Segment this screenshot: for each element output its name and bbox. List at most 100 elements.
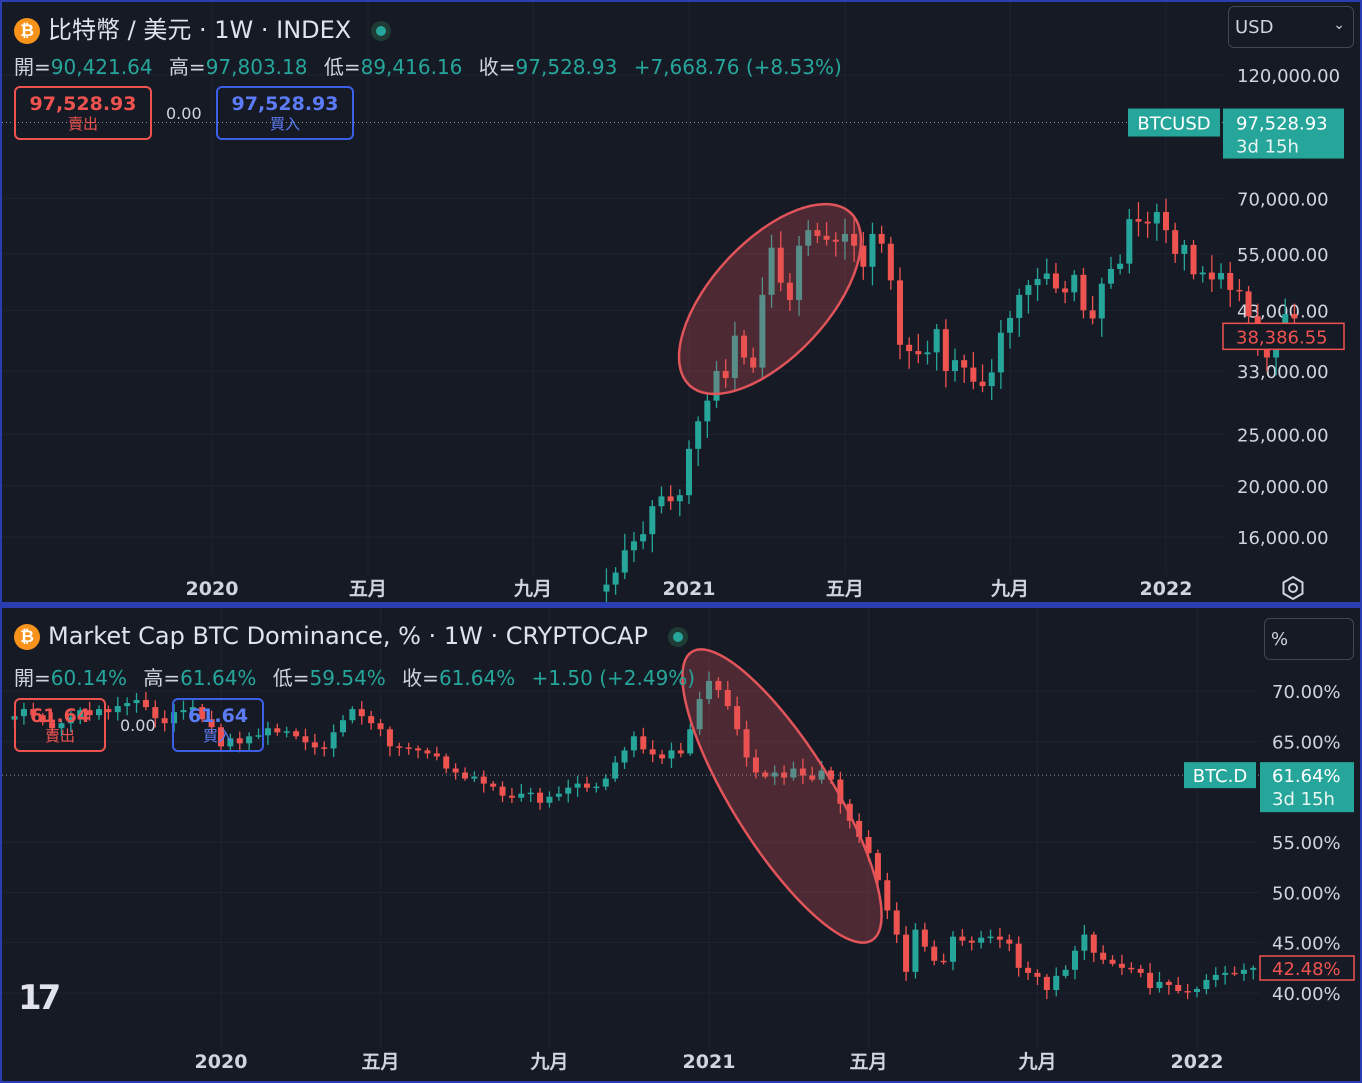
candle-body xyxy=(1153,212,1160,224)
btcusd-chart-canvas[interactable]: 120,000.0070,000.0055,000.0043,000.0033,… xyxy=(2,2,1362,604)
x-tick-label: 2022 xyxy=(1140,578,1193,600)
candle-body xyxy=(490,783,497,787)
high-value: 61.64% xyxy=(180,666,257,690)
candle-body xyxy=(1025,285,1032,295)
candle-body xyxy=(1034,972,1041,977)
candle-body xyxy=(676,495,683,502)
candle-body xyxy=(630,541,637,551)
candle-body xyxy=(1107,268,1114,284)
candle-body xyxy=(1100,952,1107,960)
market-status-icon[interactable] xyxy=(667,627,688,647)
candle-body xyxy=(602,778,609,787)
candle-body xyxy=(621,550,628,573)
candle-body xyxy=(658,496,665,507)
sell-button[interactable]: 97,528.93 賣出 xyxy=(14,86,152,140)
low-value: 59.54% xyxy=(309,666,386,690)
pane-divider[interactable] xyxy=(0,603,1362,608)
last-price-label: 97,528.93 xyxy=(1236,114,1328,135)
buy-price: 61.64 xyxy=(187,705,249,727)
candle-body xyxy=(1015,943,1022,968)
currency-select-value: USD xyxy=(1235,17,1274,38)
y-tick-label: 70.00% xyxy=(1272,682,1341,703)
candle-body xyxy=(96,709,102,716)
candle-body xyxy=(1062,969,1069,976)
candle-body xyxy=(321,747,328,749)
candle-body xyxy=(915,351,922,355)
candle-body xyxy=(924,352,931,355)
btc-dominance-chart-pane[interactable]: 70.00% 65.00% 55.00% 50.00% 45.00% 40.00% 2020… xyxy=(0,608,1362,1083)
candle-body xyxy=(781,772,788,778)
market-status-icon[interactable] xyxy=(371,21,392,41)
candle-body xyxy=(462,772,468,779)
candle-body xyxy=(968,940,975,943)
candle-body xyxy=(180,710,187,713)
candle-body xyxy=(759,294,766,368)
candle-body xyxy=(771,772,778,777)
close-label: 收= xyxy=(402,666,439,690)
x-tick-label: 九月 xyxy=(990,578,1029,600)
candle-body xyxy=(903,934,910,972)
candle-body xyxy=(612,572,619,585)
symbol-tag-bg xyxy=(1184,762,1256,789)
tradingview-logo[interactable]: 17 xyxy=(18,978,61,1018)
candle-body xyxy=(555,793,562,797)
candle-body xyxy=(752,757,759,773)
candle-body xyxy=(67,717,74,724)
buy-button[interactable]: 97,528.93 買入 xyxy=(216,86,354,140)
candle-body xyxy=(396,746,403,748)
settings-icon[interactable] xyxy=(1280,575,1306,601)
sell-button[interactable]: 61.64 賣出 xyxy=(14,698,106,752)
last-price-label-bg xyxy=(1260,762,1354,813)
candle-body xyxy=(940,960,947,963)
candle-body xyxy=(236,738,243,744)
candle-body xyxy=(649,506,656,535)
candle-body xyxy=(677,750,684,754)
candle-body xyxy=(686,448,692,496)
y-tick-label: 50.00% xyxy=(1272,883,1341,904)
candle-body xyxy=(499,786,506,796)
candle-body xyxy=(961,360,968,368)
candle-body xyxy=(1081,934,1088,951)
candle-body xyxy=(1137,968,1144,973)
candle-body xyxy=(612,762,619,779)
x-tick-label: 五月 xyxy=(850,1051,888,1073)
low-label: 低= xyxy=(272,666,310,690)
candle-body xyxy=(1007,317,1014,333)
buy-button[interactable]: 61.64 買入 xyxy=(172,698,264,752)
y-tick-label: 55,000.00 xyxy=(1237,245,1329,266)
y-tick-label: 25,000.00 xyxy=(1237,426,1329,447)
candle-body xyxy=(921,929,928,947)
candle-body xyxy=(741,335,748,358)
candle-body xyxy=(1250,967,1257,970)
candle-body xyxy=(77,710,84,718)
countdown-label: 3d 15h xyxy=(1272,789,1335,810)
ohlc-readout: 開=60.14% 高=61.64% 低=59.54% 收=61.64% +1.5… xyxy=(14,662,705,691)
candle-body xyxy=(86,710,93,716)
candle-body xyxy=(424,750,431,754)
candle-body xyxy=(1218,273,1225,280)
candle-body xyxy=(856,820,863,837)
chevron-down-icon: ⌄ xyxy=(1333,17,1345,33)
candle-body xyxy=(218,727,224,747)
unit-select-value: % xyxy=(1271,629,1289,650)
symbol-tag: BTCUSD xyxy=(1137,114,1210,135)
high-label: 高= xyxy=(168,55,206,79)
candle-body xyxy=(546,796,553,803)
buy-label: 買入 xyxy=(202,727,233,745)
candle-body xyxy=(851,233,858,246)
sell-label: 賣出 xyxy=(67,115,98,133)
close-label: 收= xyxy=(478,55,516,79)
candle-body xyxy=(142,700,149,708)
candle-body xyxy=(1184,990,1191,993)
btcusd-chart-pane[interactable]: 120,000.00 70,000.00 55,000.00 43,000.00 33,… xyxy=(0,0,1362,604)
candle-body xyxy=(668,750,675,759)
bitcoin-icon: ₿ xyxy=(14,624,40,650)
candle-body xyxy=(696,699,703,730)
open-value: 60.14% xyxy=(50,666,128,690)
candle-body xyxy=(283,731,290,733)
btc-dominance-chart-canvas[interactable]: 70.00% 65.00% 55.00% 50.00% 45.00% 40.00% 2020… xyxy=(2,608,1362,1083)
candle-body xyxy=(706,680,712,700)
unit-select[interactable]: % xyxy=(1264,618,1354,660)
candle-body xyxy=(199,707,206,720)
currency-select[interactable]: USD ⌄ xyxy=(1228,6,1354,48)
